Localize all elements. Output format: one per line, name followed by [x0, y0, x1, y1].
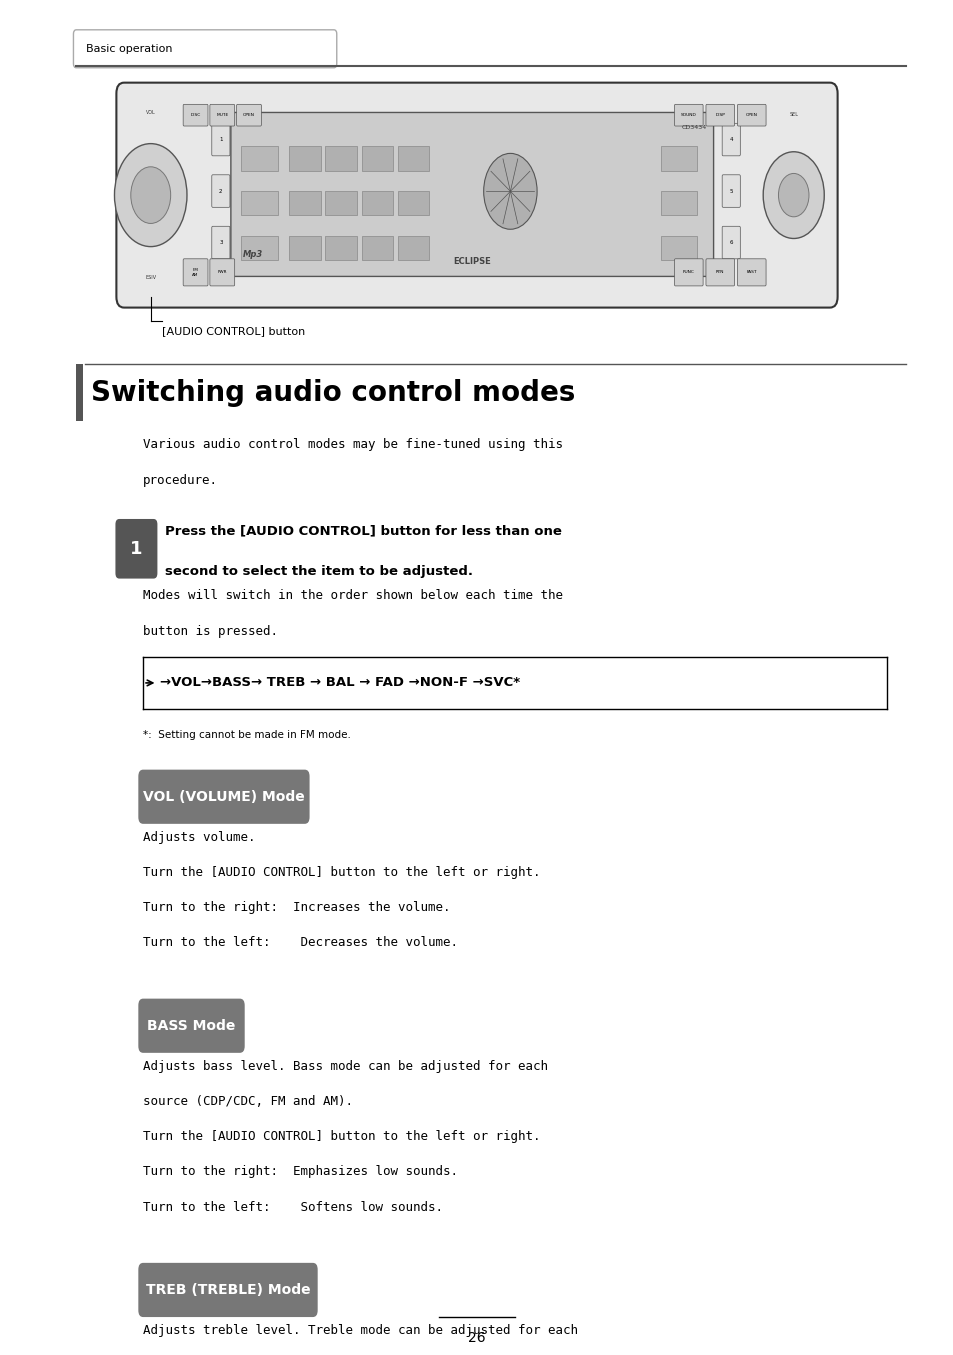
Text: OPEN: OPEN [243, 114, 254, 117]
FancyBboxPatch shape [674, 104, 702, 126]
Text: Turn the [AUDIO CONTROL] button to the left or right.: Turn the [AUDIO CONTROL] button to the l… [143, 1130, 540, 1144]
FancyBboxPatch shape [210, 259, 234, 286]
FancyBboxPatch shape [138, 770, 309, 824]
Text: 1: 1 [130, 539, 143, 558]
FancyBboxPatch shape [705, 259, 734, 286]
FancyBboxPatch shape [361, 236, 393, 260]
Text: button is pressed.: button is pressed. [143, 625, 278, 638]
Text: TREB (TREBLE) Mode: TREB (TREBLE) Mode [146, 1283, 310, 1297]
Circle shape [131, 167, 171, 224]
FancyBboxPatch shape [212, 226, 230, 259]
Circle shape [114, 144, 187, 247]
Text: ECLIPSE: ECLIPSE [453, 256, 491, 266]
Circle shape [778, 173, 808, 217]
Text: Turn to the right:  Emphasizes low sounds.: Turn to the right: Emphasizes low sounds… [143, 1165, 457, 1179]
Text: FAST: FAST [745, 271, 757, 274]
FancyBboxPatch shape [231, 112, 713, 276]
Text: 26: 26 [468, 1331, 485, 1344]
FancyBboxPatch shape [660, 191, 697, 215]
FancyBboxPatch shape [361, 146, 393, 171]
FancyBboxPatch shape [236, 104, 261, 126]
Text: source (CDP/CDC, FM and AM).: source (CDP/CDC, FM and AM). [143, 1095, 353, 1108]
Text: 4: 4 [729, 137, 732, 142]
FancyBboxPatch shape [397, 146, 429, 171]
FancyBboxPatch shape [138, 999, 244, 1053]
Text: 1: 1 [219, 137, 222, 142]
FancyBboxPatch shape [737, 259, 765, 286]
Text: 6: 6 [729, 240, 732, 245]
FancyBboxPatch shape [737, 104, 765, 126]
Circle shape [762, 152, 823, 238]
Text: 2: 2 [219, 188, 222, 194]
FancyBboxPatch shape [289, 146, 320, 171]
FancyBboxPatch shape [115, 519, 157, 579]
Text: FM
AM: FM AM [193, 268, 198, 276]
Text: second to select the item to be adjusted.: second to select the item to be adjusted… [165, 565, 473, 579]
Text: VOL (VOLUME) Mode: VOL (VOLUME) Mode [143, 790, 305, 804]
Text: Adjusts treble level. Treble mode can be adjusted for each: Adjusts treble level. Treble mode can be… [143, 1324, 578, 1337]
FancyBboxPatch shape [660, 236, 697, 260]
Text: *:  Setting cannot be made in FM mode.: *: Setting cannot be made in FM mode. [143, 730, 351, 740]
FancyBboxPatch shape [705, 104, 734, 126]
Text: →VOL→BASS→ TREB → BAL → FAD →NON-F →SVC*: →VOL→BASS→ TREB → BAL → FAD →NON-F →SVC* [160, 676, 519, 690]
FancyBboxPatch shape [289, 191, 320, 215]
FancyBboxPatch shape [73, 30, 336, 68]
Text: Turn the [AUDIO CONTROL] button to the left or right.: Turn the [AUDIO CONTROL] button to the l… [143, 866, 540, 879]
Text: Adjusts volume.: Adjusts volume. [143, 831, 255, 844]
FancyBboxPatch shape [325, 191, 356, 215]
FancyBboxPatch shape [660, 146, 697, 171]
Text: Turn to the left:    Softens low sounds.: Turn to the left: Softens low sounds. [143, 1201, 442, 1214]
FancyBboxPatch shape [289, 236, 320, 260]
Text: 5: 5 [729, 188, 732, 194]
Text: VOL: VOL [146, 110, 155, 115]
Text: DISP: DISP [715, 114, 724, 117]
FancyBboxPatch shape [116, 83, 837, 308]
FancyBboxPatch shape [210, 104, 234, 126]
Text: Press the [AUDIO CONTROL] button for less than one: Press the [AUDIO CONTROL] button for les… [165, 524, 561, 538]
FancyBboxPatch shape [241, 146, 277, 171]
Text: PWR: PWR [217, 271, 227, 274]
FancyBboxPatch shape [241, 236, 277, 260]
FancyBboxPatch shape [721, 175, 740, 207]
Text: Turn to the right:  Increases the volume.: Turn to the right: Increases the volume. [143, 901, 450, 915]
FancyBboxPatch shape [397, 236, 429, 260]
FancyBboxPatch shape [361, 191, 393, 215]
FancyBboxPatch shape [721, 226, 740, 259]
FancyBboxPatch shape [325, 146, 356, 171]
Text: Basic operation: Basic operation [86, 43, 172, 54]
FancyBboxPatch shape [325, 236, 356, 260]
Text: Modes will switch in the order shown below each time the: Modes will switch in the order shown bel… [143, 589, 562, 603]
Text: DISC: DISC [191, 114, 200, 117]
FancyBboxPatch shape [212, 175, 230, 207]
FancyBboxPatch shape [212, 123, 230, 156]
Text: SEL: SEL [788, 112, 798, 118]
Text: BASS Mode: BASS Mode [147, 1019, 235, 1033]
Text: [AUDIO CONTROL] button: [AUDIO CONTROL] button [162, 327, 305, 336]
Text: MUTE: MUTE [216, 114, 228, 117]
Bar [76, 364, 83, 421]
FancyBboxPatch shape [721, 123, 740, 156]
FancyBboxPatch shape [138, 1263, 317, 1317]
FancyBboxPatch shape [241, 191, 277, 215]
Text: CD3434: CD3434 [681, 125, 706, 130]
FancyBboxPatch shape [183, 104, 208, 126]
Text: 3: 3 [219, 240, 222, 245]
Text: SOUND: SOUND [680, 114, 696, 117]
Text: OPEN: OPEN [745, 114, 757, 117]
FancyBboxPatch shape [674, 259, 702, 286]
Text: Various audio control modes may be fine-tuned using this: Various audio control modes may be fine-… [143, 438, 562, 451]
Text: Adjusts bass level. Bass mode can be adjusted for each: Adjusts bass level. Bass mode can be adj… [143, 1060, 548, 1073]
Text: ESIV: ESIV [145, 275, 156, 280]
FancyBboxPatch shape [183, 259, 208, 286]
Text: Turn to the left:    Decreases the volume.: Turn to the left: Decreases the volume. [143, 936, 457, 950]
Text: Mp3: Mp3 [243, 249, 263, 259]
Text: FUNC: FUNC [682, 271, 694, 274]
FancyBboxPatch shape [397, 191, 429, 215]
Circle shape [483, 153, 537, 229]
Text: procedure.: procedure. [143, 474, 218, 488]
Text: Switching audio control modes: Switching audio control modes [91, 379, 575, 406]
Text: RTN: RTN [716, 271, 723, 274]
